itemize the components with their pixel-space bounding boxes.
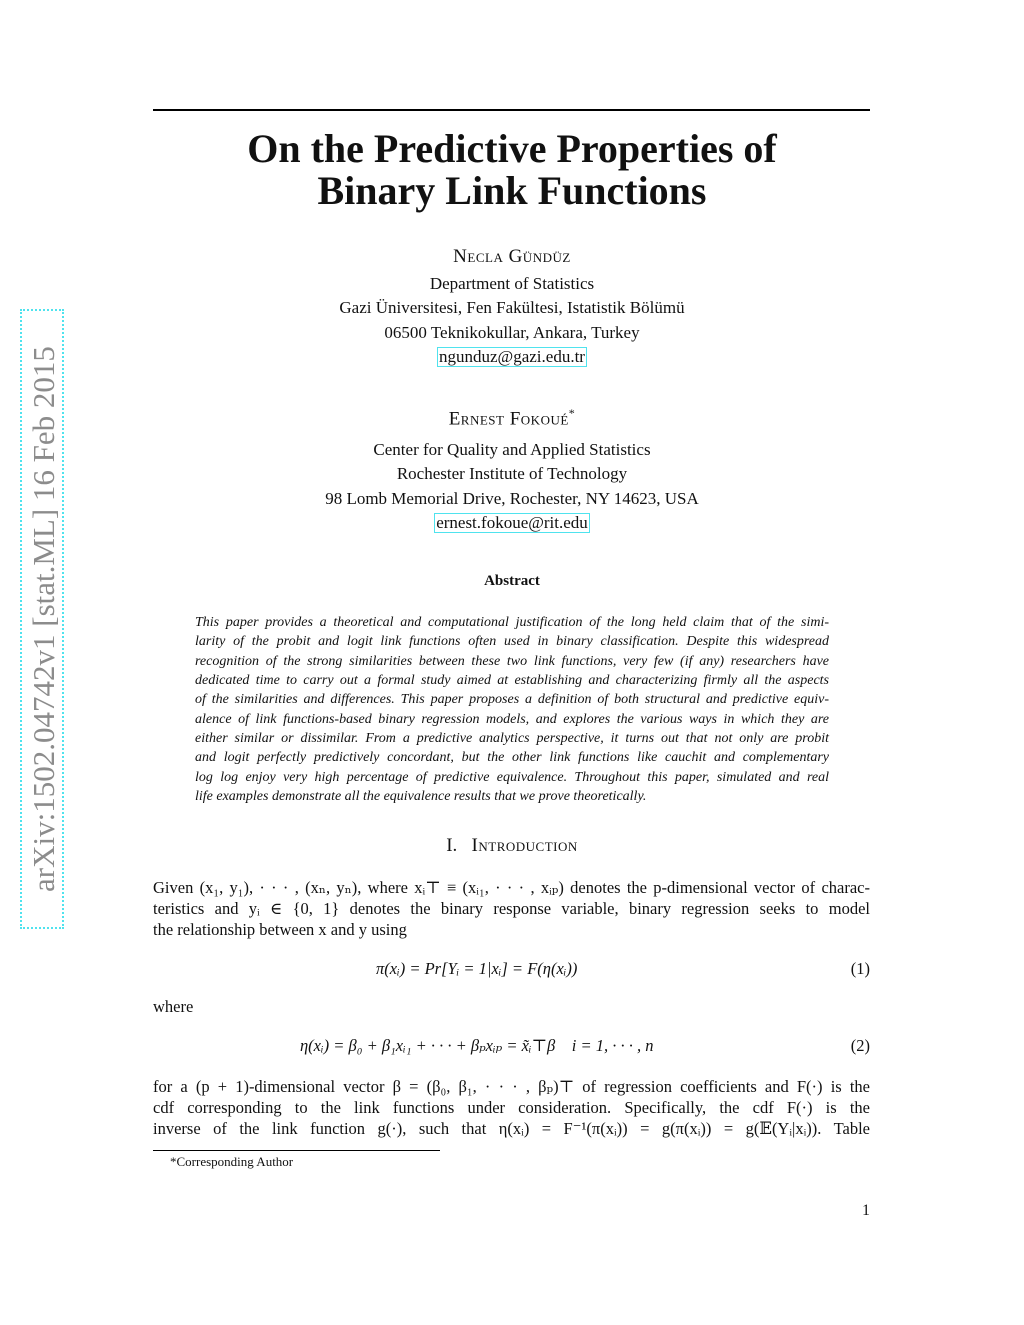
equation-2: η(xᵢ) = β₀ + β₁xᵢ₁ + · · · + βₚxᵢₚ = x̃ᵢ… xyxy=(300,1036,654,1055)
abstract-line: log log enjoy very high percentage of pr… xyxy=(195,770,829,785)
abstract-line: larity of the probit and logit link func… xyxy=(195,634,829,649)
body-line: for a (p + 1)-dimensional vector β = (β₀… xyxy=(153,1077,870,1096)
body-line: cdf corresponding to the link functions … xyxy=(153,1098,870,1117)
footnote-rule xyxy=(153,1150,440,1151)
abstract-line: recognition of the strong similarities b… xyxy=(195,654,829,669)
section-heading: I. Introduction xyxy=(0,836,1024,856)
author-email-link[interactable]: ernest.fokoue@rit.edu xyxy=(434,513,590,533)
abstract-line: alence of link functions-based binary re… xyxy=(195,712,829,727)
affiliation-line: Rochester Institute of Technology xyxy=(396,464,628,483)
equation-1: π(xᵢ) = Pr[Yᵢ = 1|xᵢ] = F(η(xᵢ)) xyxy=(376,959,578,978)
top-rule xyxy=(153,109,870,111)
footnote: *Corresponding Author xyxy=(170,1154,294,1169)
body-line: the relationship between x and y using xyxy=(153,920,407,939)
affiliation-line: Center for Quality and Applied Statistic… xyxy=(373,440,651,459)
body-line: inverse of the link function g(·), such … xyxy=(153,1119,870,1138)
abstract-line: life examples demonstrate all the equiva… xyxy=(195,789,647,804)
equation-number: (2) xyxy=(850,1036,870,1055)
abstract-line: This paper provides a theoretical and co… xyxy=(195,615,829,630)
body-line: where xyxy=(153,997,194,1016)
abstract-line: of the similarities and differences. Thi… xyxy=(195,692,829,707)
footnote-mark: * xyxy=(568,406,576,420)
affiliation-line: Department of Statistics xyxy=(429,274,595,293)
section-title: Introduction xyxy=(471,835,578,856)
equation-number: (1) xyxy=(850,959,870,978)
abstract-line: either similar or dissimilar. From a pre… xyxy=(195,731,829,746)
body-line: Given (x₁, y₁), · · · , (xₙ, yₙ), where … xyxy=(153,878,870,897)
abstract-heading: Abstract xyxy=(484,573,540,589)
abstract-line: dedicated time to carry out a formal stu… xyxy=(195,673,829,688)
body-line: teristics and yᵢ ∈ {0, 1} denotes the bi… xyxy=(153,899,870,918)
paper-title-line-1: On the Predictive Properties of xyxy=(247,126,777,171)
section-number: I. xyxy=(446,835,458,856)
author-name: Ernest Fokoué* xyxy=(0,403,1024,429)
affiliation-line: 98 Lomb Memorial Drive, Rochester, NY 14… xyxy=(325,489,699,508)
affiliation-line: Gazi Üniversitesi, Fen Fakültesi, Istati… xyxy=(339,298,685,317)
abstract-line: and logit perfectly predictively concord… xyxy=(195,750,829,765)
author-name: Necla Gündüz xyxy=(453,246,571,267)
author-name-text: Ernest Fokoué xyxy=(448,408,569,430)
page-number: 1 xyxy=(862,1202,870,1219)
author-email-link[interactable]: ngunduz@gazi.edu.tr xyxy=(437,347,587,367)
paper-title-line-2: Binary Link Functions xyxy=(317,168,707,213)
affiliation-line: 06500 Teknikokullar, Ankara, Turkey xyxy=(384,323,640,342)
